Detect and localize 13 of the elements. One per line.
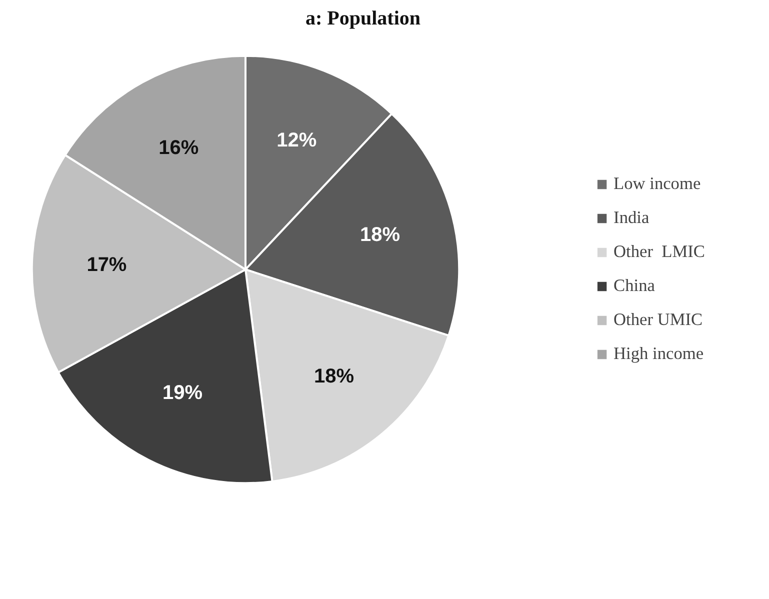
- legend-label: Other UMIC: [614, 310, 703, 330]
- legend-label: India: [614, 208, 650, 228]
- legend-label: Other LMIC: [614, 242, 705, 262]
- data-label: 16%: [158, 136, 199, 159]
- data-label: 19%: [162, 382, 203, 404]
- data-label: 17%: [86, 254, 127, 276]
- data-label: 18%: [314, 365, 354, 388]
- data-label: 18%: [360, 224, 400, 246]
- chart-title: a: Population: [305, 8, 421, 30]
- legend-label: High income: [614, 344, 704, 364]
- legend-label: Low income: [614, 174, 701, 194]
- legend-label: China: [614, 276, 655, 296]
- data-label: 12%: [276, 129, 317, 152]
